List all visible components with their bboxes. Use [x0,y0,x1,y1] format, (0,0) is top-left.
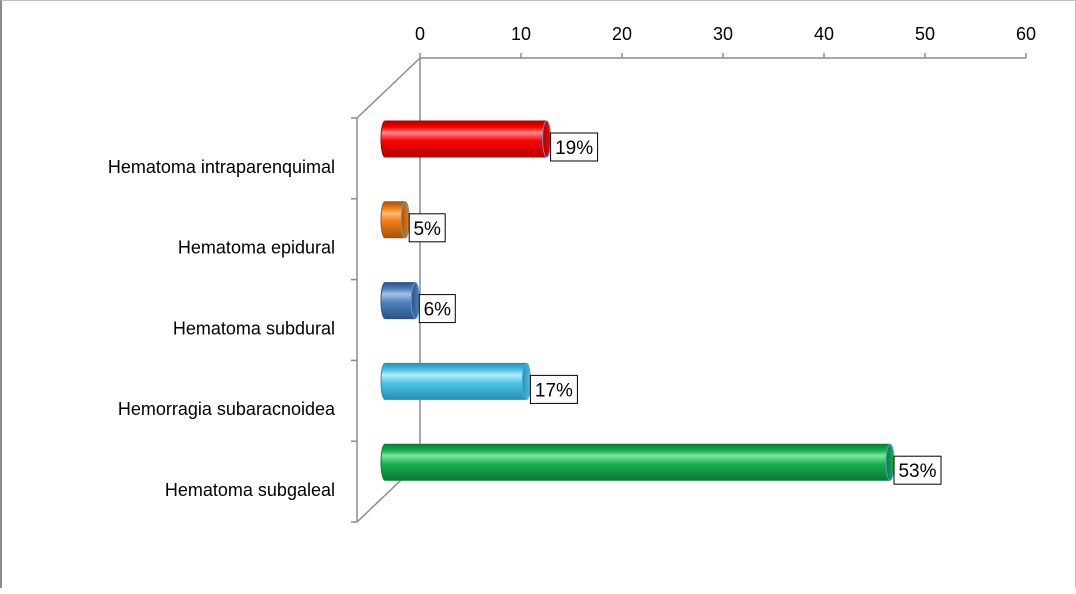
category-label: Hematoma epidural [178,238,335,258]
data-label-box [550,132,599,162]
data-label-box [418,294,456,324]
data-label-text: 17% [535,380,573,401]
bar-3 [380,282,420,320]
bar-2 [380,201,410,239]
bar-end-cap [400,201,410,239]
x-tick-label: 10 [511,24,531,44]
tick-labels: 0 10 20 30 40 50 60 Hematoma intraparenquimal He… [108,24,1036,500]
data-label-box [893,455,942,485]
bar-end-cap [521,362,531,400]
data-label-text: 19% [555,138,593,159]
data-label-text: 5% [413,219,441,240]
bar-body [380,362,531,400]
data-label: 17% [529,374,578,404]
bar-5 [380,443,895,481]
data-label: 19% [550,132,599,162]
bar-4 [380,362,531,400]
x-tick-label: 0 [415,24,425,44]
data-label-box [529,374,578,404]
bars [380,120,895,481]
bar-1 [380,120,552,158]
bar-end-cap [542,120,552,158]
data-label: 53% [893,455,942,485]
x-tick-label: 60 [1016,24,1036,44]
data-label: 5% [408,213,446,243]
bar-body [380,443,895,481]
x-tick-label: 30 [713,24,733,44]
data-labels: 19% 5% 6% 17% 53% [408,132,942,485]
bar-end-cap [885,443,895,481]
data-label-box [408,213,446,243]
data-label-text: 53% [898,461,936,482]
category-label: Hemorragia subaracnoidea [118,399,336,419]
x-tick-label: 50 [915,24,935,44]
category-label: Hematoma intraparenquimal [108,157,335,177]
data-label-text: 6% [424,300,452,321]
category-label: Hematoma subgaleal [165,480,335,500]
data-label: 6% [418,294,456,324]
x-tick-label: 40 [814,24,834,44]
category-label: Hematoma subdural [173,318,335,338]
x-tick-label: 20 [612,24,632,44]
depth-line-top [356,57,421,119]
bar-body [380,120,552,158]
bar-end-cap [410,282,420,320]
